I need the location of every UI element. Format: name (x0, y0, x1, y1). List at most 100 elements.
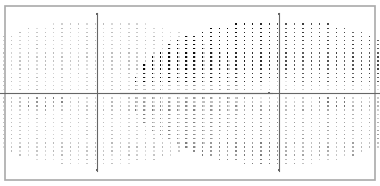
Point (92, 162, 98, 165)
Point (193, 68, 199, 71)
Point (291, 162, 298, 165)
Point (0, 76, 6, 79)
Point (283, 158, 289, 161)
Point (25, 43, 32, 46)
Point (258, 133, 264, 136)
Point (241, 76, 247, 79)
Point (350, 51, 356, 54)
Point (142, 72, 149, 75)
Point (25, 80, 32, 83)
Point (92, 129, 98, 132)
Point (275, 162, 281, 165)
Point (216, 121, 222, 124)
Point (283, 145, 289, 148)
Point (325, 68, 331, 71)
Point (226, 68, 232, 71)
Point (184, 109, 190, 112)
Point (109, 60, 115, 62)
Point (158, 125, 164, 128)
Point (158, 133, 164, 136)
Point (176, 60, 182, 62)
Point (333, 47, 339, 50)
Point (92, 76, 98, 79)
Point (51, 117, 57, 120)
Point (375, 76, 380, 79)
Point (166, 76, 172, 79)
Point (142, 125, 149, 128)
Point (149, 80, 155, 83)
Point (34, 92, 40, 95)
Point (191, 113, 197, 116)
Point (142, 43, 149, 46)
Point (126, 113, 132, 116)
Point (76, 141, 82, 144)
Point (42, 55, 48, 58)
Point (367, 68, 373, 71)
Point (333, 117, 339, 120)
Point (34, 158, 40, 161)
Point (209, 129, 215, 132)
Point (193, 92, 199, 95)
Point (208, 27, 214, 30)
Point (51, 51, 57, 54)
Point (266, 145, 272, 148)
Point (42, 154, 48, 157)
Point (126, 117, 132, 120)
Point (308, 84, 314, 87)
Point (209, 68, 215, 71)
Point (151, 92, 157, 95)
Point (149, 72, 155, 75)
Point (191, 68, 197, 71)
Point (308, 145, 314, 148)
Point (184, 145, 190, 148)
Point (250, 125, 256, 128)
Point (193, 125, 199, 128)
Point (325, 92, 331, 95)
Point (134, 80, 140, 83)
Point (183, 60, 189, 62)
Point (151, 51, 157, 54)
Point (201, 125, 207, 128)
Point (342, 68, 348, 71)
Point (183, 117, 189, 120)
Point (176, 80, 182, 83)
Point (158, 72, 164, 75)
Point (291, 117, 298, 120)
Point (34, 154, 40, 157)
Point (241, 133, 247, 136)
Point (375, 39, 380, 42)
Point (342, 141, 348, 144)
Point (142, 129, 149, 132)
Point (67, 113, 73, 116)
Point (291, 88, 298, 91)
Point (109, 84, 115, 87)
Point (283, 23, 289, 26)
Point (17, 141, 23, 144)
Point (67, 137, 73, 140)
Point (358, 96, 364, 99)
Point (9, 117, 15, 120)
Point (174, 68, 180, 71)
Point (134, 51, 140, 54)
Point (200, 43, 206, 46)
Point (266, 60, 272, 62)
Point (67, 109, 73, 112)
Point (325, 117, 331, 120)
Point (134, 92, 140, 95)
Point (149, 92, 155, 95)
Point (109, 23, 115, 26)
Point (84, 137, 90, 140)
Point (149, 76, 155, 79)
Point (375, 109, 380, 112)
Point (367, 92, 373, 95)
Point (76, 39, 82, 42)
Point (275, 51, 281, 54)
Point (300, 68, 306, 71)
Point (142, 23, 149, 26)
Point (225, 39, 231, 42)
Point (275, 129, 281, 132)
Point (158, 100, 164, 103)
Point (291, 145, 298, 148)
Point (166, 137, 172, 140)
Point (183, 121, 189, 124)
